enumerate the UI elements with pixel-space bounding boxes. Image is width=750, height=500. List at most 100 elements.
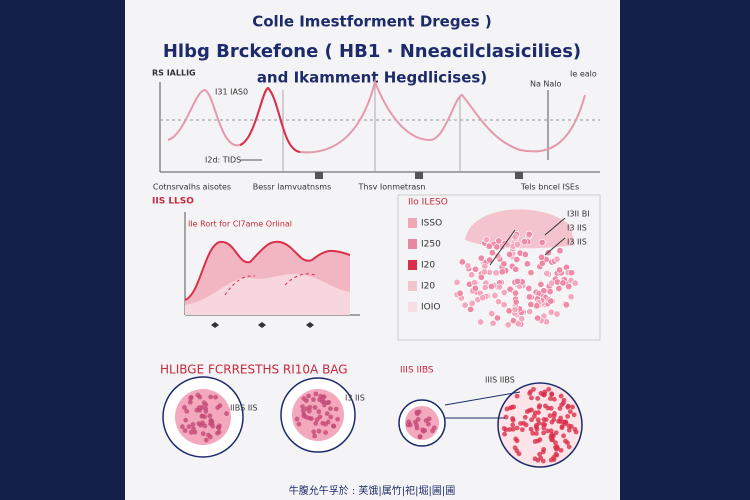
texture-dot <box>514 393 520 399</box>
texture-dot <box>548 457 554 463</box>
label: Ie ealo <box>570 70 597 79</box>
title-line: Colle Imestforment Dreges ) <box>252 13 492 31</box>
legend-label: I250 <box>421 240 441 250</box>
texture-dot <box>206 432 211 438</box>
texture-dot <box>324 411 330 416</box>
texture-dot <box>548 434 554 440</box>
texture-dot <box>202 423 208 429</box>
texture-dot <box>538 455 544 461</box>
texture-dot <box>321 399 327 405</box>
cell <box>488 310 496 318</box>
texture-dot <box>197 394 203 400</box>
cell <box>492 269 500 277</box>
texture-dot <box>201 400 207 406</box>
texture-dot <box>535 438 541 444</box>
texture-dot <box>546 386 552 392</box>
texture-dot <box>502 431 507 437</box>
texture-dot <box>537 451 542 457</box>
cell <box>559 279 567 287</box>
texture-dot <box>510 422 516 428</box>
cell <box>500 301 508 309</box>
cell <box>491 292 499 300</box>
marker <box>515 172 523 179</box>
texture-dot <box>323 430 329 435</box>
texture-dot <box>566 444 572 450</box>
callout: I3 IIS <box>567 238 587 247</box>
texture-dot <box>529 417 534 423</box>
texture-dot <box>540 449 546 455</box>
texture-dot <box>548 428 554 434</box>
cell <box>525 230 533 238</box>
texture-dot <box>509 404 515 410</box>
texture-dot <box>426 416 432 422</box>
texture-dot <box>528 426 534 432</box>
cell <box>525 284 533 292</box>
cell <box>489 319 497 327</box>
texture-dot <box>312 433 318 439</box>
texture-dot <box>565 440 570 446</box>
cell <box>533 302 541 310</box>
cell <box>493 243 501 251</box>
cell-cluster <box>453 230 579 329</box>
callout: I3 IIS <box>567 224 587 233</box>
texture-dot <box>541 425 547 431</box>
texture-dot <box>565 404 571 410</box>
texture-dot <box>311 397 316 402</box>
cell <box>482 236 490 244</box>
texture-dot <box>536 404 542 410</box>
annotation: I31 IAS0 <box>215 88 248 97</box>
texture-dot <box>548 396 553 401</box>
texture-dot <box>528 395 534 401</box>
texture-dot <box>549 392 555 397</box>
cell <box>527 300 535 308</box>
texture-dot <box>536 410 541 415</box>
texture-dot <box>313 391 319 397</box>
cell <box>470 279 478 287</box>
cell <box>480 268 488 276</box>
cell <box>543 269 551 277</box>
cell <box>504 321 512 329</box>
legend-swatch <box>408 239 417 249</box>
cell <box>571 279 579 287</box>
title-line: Hlbg Brckefone ( HB1 · Nneacilclasicilie… <box>163 41 581 62</box>
texture-dot <box>303 398 309 403</box>
x-label: Thsv Ionmetrasn <box>357 183 425 192</box>
texture-dot <box>188 430 194 435</box>
cell <box>488 249 496 257</box>
texture-dot <box>548 405 554 411</box>
cell <box>527 269 535 277</box>
x-label: Tels bncel ISEs <box>520 183 579 192</box>
legend-label: I20 <box>421 261 435 271</box>
texture-dot <box>203 409 209 414</box>
cell <box>488 283 496 291</box>
legend-swatch <box>408 260 417 270</box>
texture-dot <box>186 424 192 430</box>
texture-dot <box>213 394 218 400</box>
texture-dot <box>333 406 339 412</box>
cell <box>461 301 469 309</box>
texture-dot <box>567 409 573 415</box>
cell <box>526 308 534 316</box>
texture-dot <box>296 421 302 427</box>
cell <box>556 247 564 255</box>
texture-dot <box>510 426 516 432</box>
cell <box>468 271 476 279</box>
cell <box>512 265 520 273</box>
texture-dot <box>215 430 220 436</box>
cell <box>547 297 555 305</box>
texture-dot <box>422 428 428 434</box>
cell <box>467 305 475 313</box>
texture-dot <box>519 427 525 433</box>
cell <box>534 314 542 322</box>
cell <box>511 306 519 314</box>
marker <box>315 172 323 179</box>
texture-dot <box>328 406 333 412</box>
texture-dot <box>541 417 547 422</box>
legend-swatch <box>408 218 417 228</box>
texture-dot <box>549 419 555 425</box>
texture-dot <box>553 430 559 436</box>
cell <box>518 315 526 323</box>
texture-dot <box>571 412 577 418</box>
texture-dot <box>198 422 204 428</box>
legend: IIo ILESO ISSO I250 I20 I20 IOIO <box>408 198 448 313</box>
